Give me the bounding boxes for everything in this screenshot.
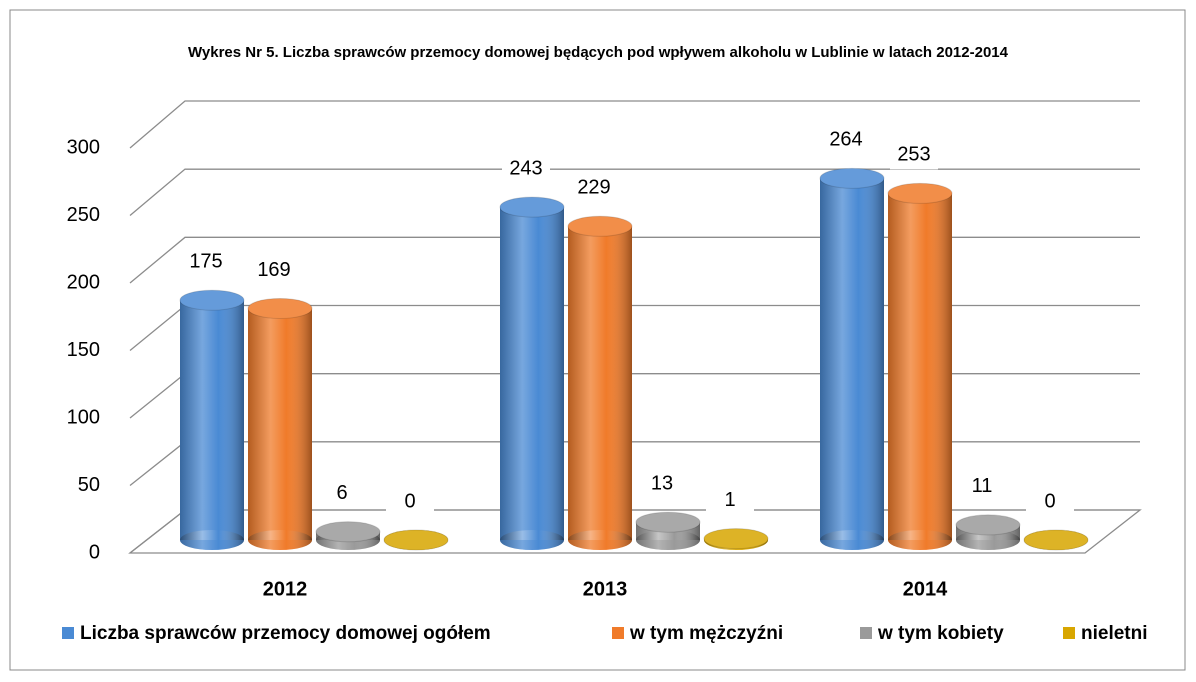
y-tick-label: 300 bbox=[67, 136, 100, 158]
value-label-bg bbox=[386, 488, 434, 516]
bar-top bbox=[315, 521, 381, 543]
y-tick-label: 50 bbox=[78, 474, 100, 496]
value-label-bg bbox=[890, 141, 938, 170]
legend-swatch bbox=[612, 627, 624, 639]
grid-line bbox=[129, 100, 1140, 149]
bar-top-light bbox=[820, 168, 884, 189]
bar-top bbox=[1023, 529, 1089, 551]
bar-base-shade bbox=[500, 530, 564, 550]
bar-shade bbox=[568, 226, 632, 540]
value-label-bg bbox=[706, 486, 754, 515]
grid-line bbox=[129, 168, 1140, 216]
value-label: 169 bbox=[257, 259, 290, 281]
floor bbox=[128, 509, 1142, 554]
bar bbox=[247, 297, 313, 550]
bar bbox=[887, 182, 953, 550]
bar-shade bbox=[180, 300, 244, 540]
bar bbox=[179, 289, 245, 550]
bar-top-light bbox=[636, 512, 700, 533]
bar-top bbox=[887, 182, 953, 204]
value-label: 0 bbox=[1044, 490, 1055, 512]
value-label-bg bbox=[318, 479, 366, 508]
value-label-bg bbox=[638, 470, 686, 499]
bar-base-shade bbox=[636, 530, 700, 550]
bar-top bbox=[499, 196, 565, 218]
bar-top bbox=[819, 167, 885, 189]
bar-base-shade bbox=[820, 530, 884, 550]
bar-shade bbox=[500, 207, 564, 540]
bar-base-shade bbox=[568, 530, 632, 550]
bar-top bbox=[635, 511, 701, 533]
bar bbox=[499, 196, 565, 550]
legend-swatch bbox=[860, 627, 872, 639]
value-label: 175 bbox=[189, 251, 222, 273]
bar-shade bbox=[248, 308, 312, 540]
bar bbox=[955, 514, 1021, 550]
value-label: 0 bbox=[404, 490, 415, 512]
bar-top-light bbox=[888, 183, 952, 204]
chart-title: Wykres Nr 5. Liczba sprawców przemocy do… bbox=[188, 44, 1008, 61]
bar bbox=[819, 167, 885, 550]
value-label-bg bbox=[182, 248, 230, 277]
value-label: 253 bbox=[897, 144, 930, 166]
bar-shade bbox=[820, 178, 884, 540]
bar-top-light bbox=[500, 197, 564, 218]
value-label-bg bbox=[570, 174, 618, 203]
legend-swatch bbox=[1063, 627, 1075, 639]
x-tick-label: 2012 bbox=[263, 578, 308, 600]
bar bbox=[1023, 529, 1089, 551]
value-label: 243 bbox=[509, 157, 542, 179]
bar bbox=[703, 528, 769, 550]
bar-top-light bbox=[568, 216, 632, 237]
y-tick-label: 250 bbox=[67, 204, 100, 226]
legend-label: w tym mężczyźni bbox=[629, 623, 783, 644]
bar-top bbox=[955, 514, 1021, 536]
value-label-bg bbox=[822, 126, 870, 155]
bar-base-shade bbox=[248, 530, 312, 550]
y-tick-label: 0 bbox=[89, 541, 100, 563]
legend-label: nieletni bbox=[1081, 623, 1148, 644]
bar-top bbox=[247, 297, 313, 319]
value-label: 6 bbox=[336, 482, 347, 504]
value-label: 11 bbox=[972, 475, 993, 497]
value-label: 229 bbox=[577, 177, 610, 199]
bar-top-light bbox=[704, 528, 768, 549]
bar-top-light bbox=[1024, 530, 1088, 550]
y-tick-label: 200 bbox=[67, 271, 100, 293]
x-tick-label: 2013 bbox=[583, 578, 628, 600]
bar-top bbox=[383, 529, 449, 551]
bar-shade bbox=[888, 193, 952, 540]
bar bbox=[567, 215, 633, 550]
bar-top-light bbox=[956, 514, 1020, 535]
bar-base-shade bbox=[888, 530, 952, 550]
bar-base-shade bbox=[180, 530, 244, 550]
bar-top-light bbox=[316, 521, 380, 542]
bar-top bbox=[567, 215, 633, 237]
legend-label: Liczba sprawców przemocy domowej ogółem bbox=[80, 623, 491, 644]
bar-top bbox=[179, 289, 245, 311]
value-label-bg bbox=[250, 256, 298, 285]
value-label-bg bbox=[1026, 488, 1074, 516]
bar-top-light bbox=[384, 530, 448, 550]
x-tick-label: 2014 bbox=[903, 578, 948, 600]
value-label-bg bbox=[958, 472, 1006, 501]
legend-label: w tym kobiety bbox=[877, 623, 1004, 644]
bar-top bbox=[703, 528, 769, 550]
value-label: 1 bbox=[724, 489, 735, 511]
value-label-bg bbox=[502, 155, 550, 184]
bar bbox=[383, 529, 449, 551]
y-tick-label: 150 bbox=[67, 339, 100, 361]
value-label: 264 bbox=[829, 129, 862, 151]
bar bbox=[315, 521, 381, 550]
legend-swatch bbox=[62, 627, 74, 639]
value-label: 13 bbox=[651, 472, 673, 494]
bar-top-light bbox=[180, 290, 244, 311]
bar-base-shade bbox=[956, 530, 1020, 550]
bar-top-light bbox=[248, 298, 312, 319]
bar bbox=[635, 511, 701, 550]
y-tick-label: 100 bbox=[67, 406, 100, 428]
